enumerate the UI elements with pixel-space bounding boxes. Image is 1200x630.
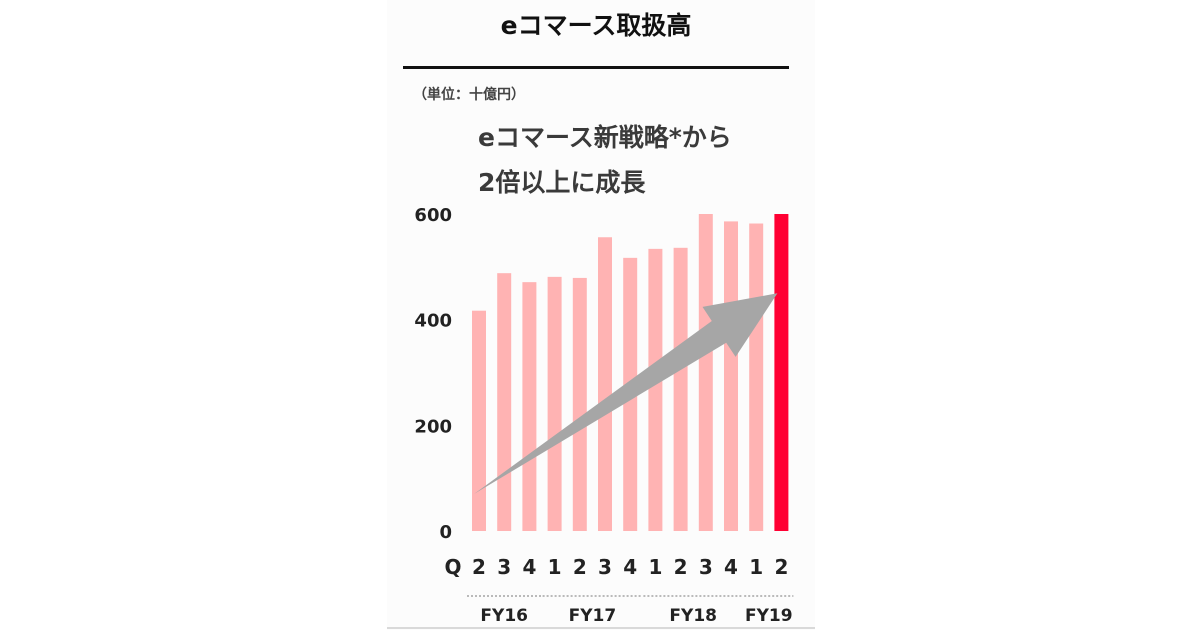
fiscal-year-label: FY16 (480, 606, 528, 626)
panel-bottom-border (387, 627, 815, 629)
fiscal-year-label: FY17 (569, 606, 617, 626)
title-underline (403, 66, 789, 69)
x-tick-label: 3 (699, 555, 713, 579)
bar-highlight (774, 214, 789, 531)
chart-title: eコマース取扱高 (500, 11, 692, 40)
bar (522, 282, 537, 531)
x-tick-label: 2 (674, 555, 688, 579)
y-tick-label: 600 (414, 205, 452, 226)
fiscal-year-label: FY18 (669, 606, 717, 626)
bar (698, 214, 713, 531)
bar (724, 221, 738, 531)
y-tick-label: 200 (414, 416, 452, 437)
y-tick-label: 400 (414, 311, 452, 332)
bar (648, 248, 663, 531)
headline-line-1: eコマース新戦略*から (478, 123, 732, 152)
bar (497, 273, 512, 531)
x-tick-label: 3 (497, 555, 511, 579)
x-tick-label: 2 (472, 555, 486, 579)
x-tick-label: 4 (724, 555, 738, 579)
trend-arrow (474, 293, 778, 494)
x-tick-label: 1 (548, 555, 562, 579)
x-tick-label: 3 (598, 555, 612, 579)
bar (472, 310, 486, 531)
bar (749, 223, 764, 531)
x-tick-label: 1 (749, 555, 763, 579)
x-tick-label: 4 (522, 555, 536, 579)
bar (572, 277, 587, 531)
bar (547, 276, 562, 531)
x-tick-label: 2 (573, 555, 587, 579)
x-tick-label: 1 (648, 555, 662, 579)
headline-line-2: 2倍以上に成長 (478, 168, 646, 197)
bar (673, 247, 688, 531)
y-tick-label: 0 (439, 522, 452, 543)
bar (598, 237, 612, 531)
x-axis-prefix: Q (444, 555, 461, 579)
unit-label: （単位：十億円） (413, 87, 525, 103)
fiscal-year-label: FY19 (745, 606, 793, 626)
x-tick-label: 2 (774, 555, 788, 579)
x-tick-label: 4 (623, 555, 637, 579)
